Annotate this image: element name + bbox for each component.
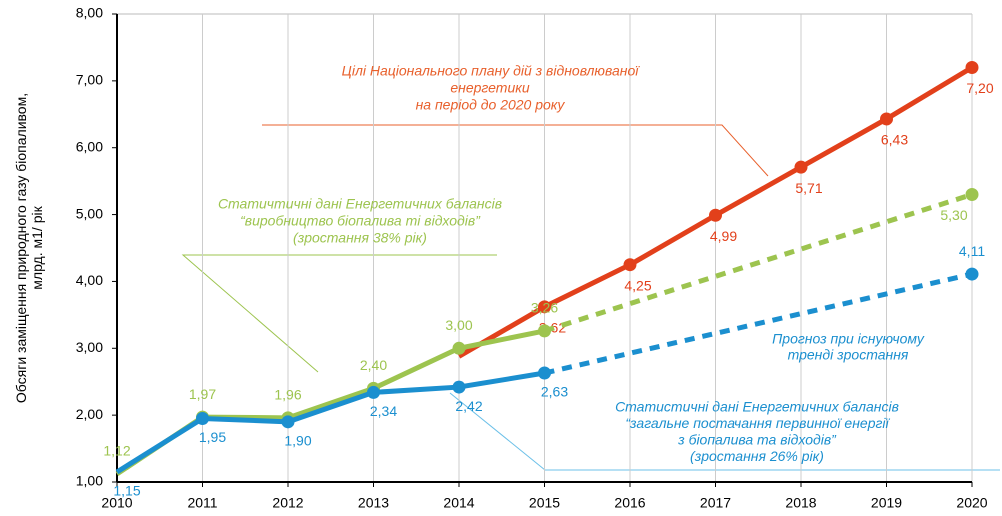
annotation: Прогноз при існуючому (772, 331, 925, 347)
y-tick-label: 6,00 (76, 138, 103, 154)
y-tick-label: 3,00 (76, 339, 103, 355)
series-line (115, 370, 545, 475)
x-tick-label: 2020 (956, 495, 987, 511)
y-tick-label: 4,00 (76, 272, 103, 288)
data-label: 2,40 (360, 357, 387, 373)
annotation: (зростання 38% рік) (293, 230, 427, 246)
data-label: 7,20 (966, 80, 993, 96)
leader-line (181, 254, 497, 373)
point (623, 258, 637, 272)
y-tick-label: 2,00 (76, 406, 103, 422)
data-label: 1,15 (113, 483, 140, 499)
leader-line (262, 124, 769, 177)
point (794, 160, 808, 174)
x-tick-label: 2017 (700, 495, 731, 511)
x-tick-label: 2016 (614, 495, 645, 511)
annotation: енергетики (450, 80, 529, 96)
data-label: 1,97 (189, 386, 216, 402)
x-tick-label: 2019 (871, 495, 902, 511)
point (452, 380, 466, 394)
data-label: 1,96 (274, 387, 301, 403)
point (965, 188, 979, 202)
data-label: 2,42 (455, 398, 482, 414)
annotation: тренді зростання (788, 347, 909, 363)
data-label: 4,11 (959, 243, 985, 259)
point (281, 415, 295, 429)
annotation: з біопалива та відходів” (677, 432, 837, 448)
data-label: 1,95 (199, 429, 226, 445)
data-label: 1,12 (103, 443, 130, 459)
point (196, 411, 209, 425)
data-label: 4,25 (624, 277, 651, 293)
data-label: 6,43 (881, 132, 908, 148)
y-tick-label: 5,00 (76, 205, 103, 221)
annotation: Статистичні дані Енергетичних балансів (615, 399, 899, 415)
y-tick-label: 7,00 (76, 72, 103, 88)
x-tick-label: 2010 (101, 495, 132, 511)
data-label: 2,63 (541, 384, 568, 400)
data-label: 5,30 (940, 207, 967, 223)
annotation: Статичтичні дані Енергетичних балансів (218, 196, 502, 212)
data-label: 3,00 (445, 317, 472, 333)
annotation: “загальне постачання первинної енергії (625, 415, 890, 431)
data-label: 5,71 (795, 180, 822, 196)
data-label: 4,99 (710, 228, 737, 244)
x-tick-label: 2015 (529, 495, 560, 511)
point (880, 112, 893, 126)
annotation: “виробництво біопалива ті відходів” (240, 213, 481, 229)
point (965, 60, 979, 74)
point (452, 341, 466, 355)
series-line (543, 192, 973, 334)
x-tick-label: 2011 (187, 495, 217, 511)
x-tick-label: 2014 (443, 495, 474, 511)
y-axis-label-line: Обсяги заміщення природного газу біопали… (13, 93, 29, 403)
point (965, 267, 979, 281)
point (709, 208, 722, 222)
y-axis-label: Обсяги заміщення природного газу біопали… (13, 93, 45, 403)
point (367, 385, 380, 399)
y-axis-label-line: млрд. м1/ рік (29, 205, 45, 289)
data-label: 2,34 (370, 403, 397, 419)
annotation: (зростання 26% рік) (690, 448, 824, 464)
y-tick-label: 1,00 (76, 473, 103, 489)
data-label: 1,90 (284, 433, 311, 449)
data-label: 3,26 (531, 300, 558, 316)
point (538, 300, 551, 314)
series-line (543, 271, 973, 376)
x-tick-label: 2013 (358, 495, 389, 511)
x-tick-label: 2012 (272, 495, 303, 511)
annotation: Цілі Національного плану дій з відновлюв… (342, 63, 641, 79)
x-tick-label: 2018 (785, 495, 816, 511)
y-tick-label: 8,00 (76, 5, 103, 21)
annotation: на період до 2020 року (416, 97, 566, 113)
